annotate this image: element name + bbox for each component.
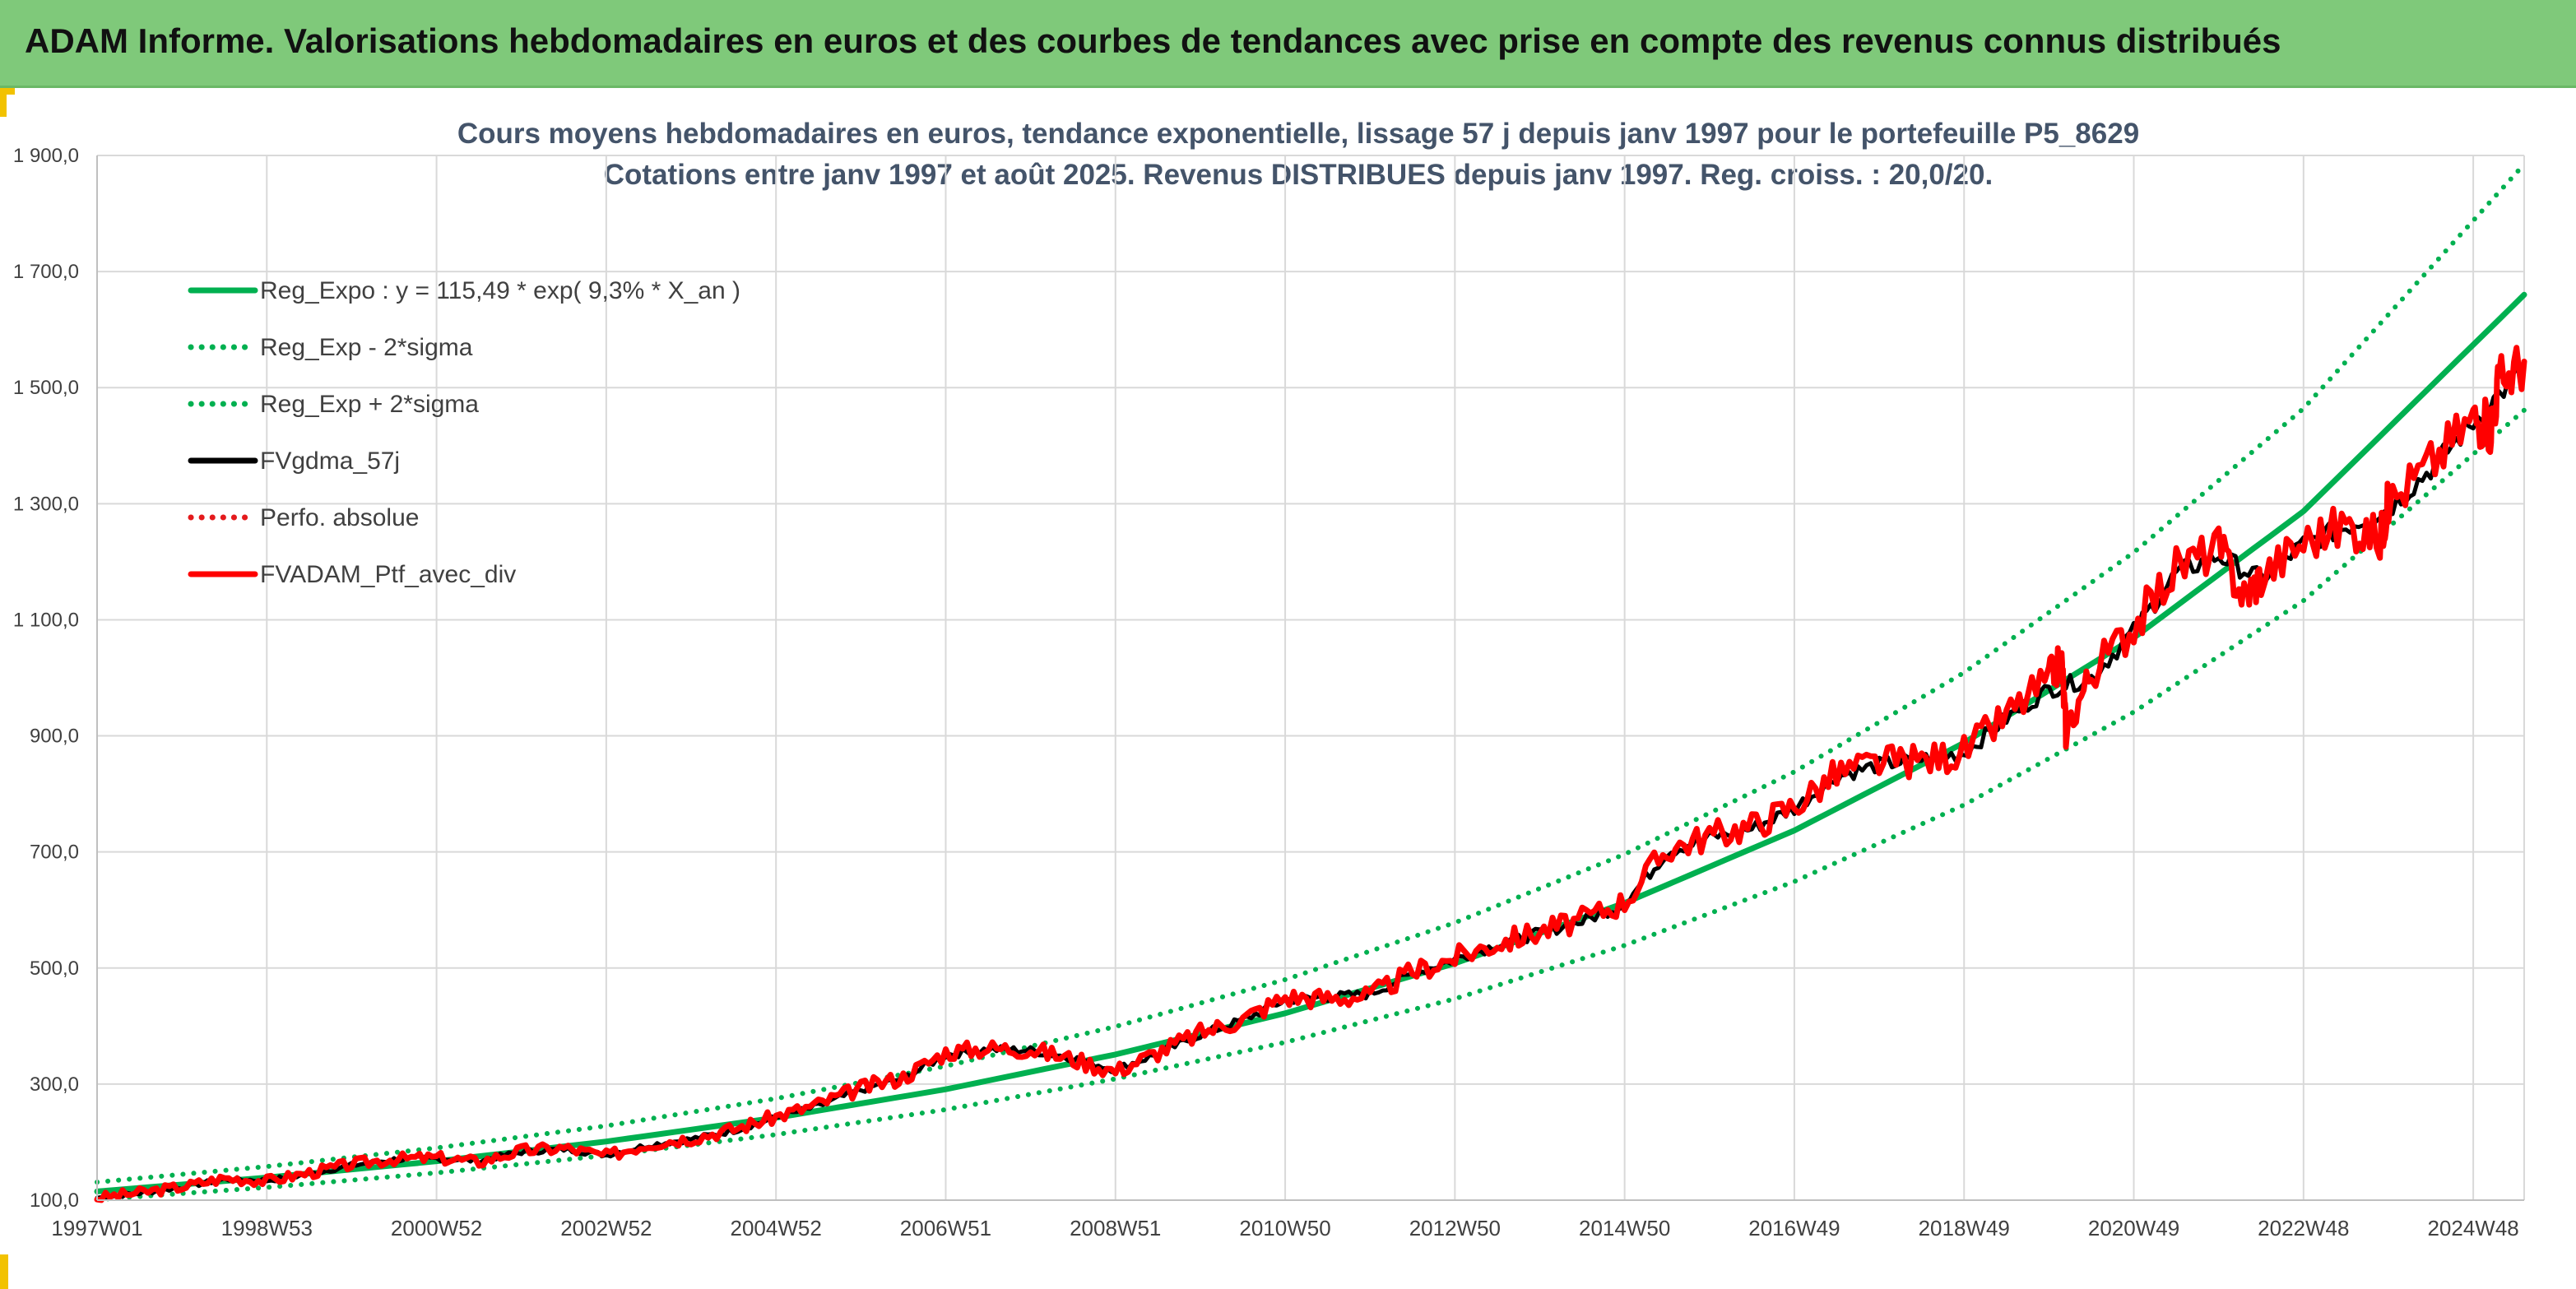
chart-svg: Cours moyens hebdomadaires en euros, ten… — [13, 118, 2527, 1240]
y-tick-label: 500,0 — [30, 957, 79, 980]
x-tick-label: 2006W51 — [900, 1216, 991, 1240]
series-reg-exp-minus-2sigma — [95, 407, 2527, 1203]
legend: Reg_Expo : y = 115,49 * exp( 9,3% * X_an… — [188, 277, 740, 588]
x-tick-label: 2022W48 — [2258, 1216, 2349, 1240]
x-tick-label: 2016W49 — [1748, 1216, 1840, 1240]
series-fvgdma-57j — [95, 361, 2527, 1201]
x-tick-label: 2000W52 — [391, 1216, 482, 1240]
chart-area: Cours moyens hebdomadaires en euros, ten… — [0, 88, 2576, 1289]
axis-layer: 1 900,0 1 700,0 1 500,0 1 300,0 1 100,0 900,0… — [13, 145, 2524, 1240]
y-tick-label: 900,0 — [30, 726, 79, 748]
x-tick-label: 2004W52 — [731, 1216, 822, 1240]
accent-side-left — [0, 88, 7, 117]
series-layer — [94, 161, 2527, 1203]
x-tick-label: 2018W49 — [1919, 1216, 2010, 1240]
accent-bottom-left — [0, 1254, 8, 1289]
y-tick-label: 1 700,0 — [13, 261, 79, 283]
x-tick-label: 2010W50 — [1239, 1216, 1330, 1240]
y-tick-label: 1 900,0 — [13, 145, 79, 167]
legend-label-fvgdma-57j: FVgdma_57j — [260, 447, 400, 475]
grid-layer — [96, 155, 2525, 1201]
y-tick-label: 1 500,0 — [13, 377, 79, 399]
legend-label-fvadam-ptf-avec-div: FVADAM_Ptf_avec_div — [260, 561, 516, 588]
x-tick-label: 2024W48 — [2427, 1216, 2518, 1240]
series-fvadam-ptf-avec-div — [94, 345, 2527, 1203]
y-tick-label: 100,0 — [30, 1189, 79, 1212]
x-tick-label: 2012W50 — [1409, 1216, 1501, 1240]
y-tick-label: 1 300,0 — [13, 493, 79, 515]
banner-title: ADAM Informe. Valorisations hebdomadaire… — [25, 21, 2281, 60]
x-tick-label: 2008W51 — [1070, 1216, 1161, 1240]
legend-label-reg-exp-minus-2sigma: Reg_Exp - 2*sigma — [260, 334, 473, 361]
y-tick-label: 700,0 — [30, 842, 79, 864]
chart-subtitle: Cotations entre janv 1997 et août 2025. … — [604, 159, 1993, 191]
series-reg-expo — [94, 291, 2527, 1194]
x-tick-label: 2020W49 — [2088, 1216, 2179, 1240]
y-tick-label: 1 100,0 — [13, 609, 79, 631]
x-tick-label: 2002W52 — [560, 1216, 652, 1240]
legend-label-reg-exp-plus-2sigma: Reg_Exp + 2*sigma — [260, 391, 479, 418]
legend-label-reg-expo: Reg_Expo : y = 115,49 * exp( 9,3% * X_an… — [260, 277, 740, 304]
banner: ADAM Informe. Valorisations hebdomadaire… — [0, 0, 2576, 88]
series-reg-exp-plus-2sigma — [95, 161, 2527, 1185]
accent-top-left — [0, 88, 15, 95]
x-tick-label: 1997W01 — [51, 1216, 142, 1240]
chart-title: Cours moyens hebdomadaires en euros, ten… — [457, 118, 2139, 150]
x-tick-label: 2014W50 — [1579, 1216, 1670, 1240]
x-tick-label: 1998W53 — [221, 1216, 313, 1240]
legend-label-perfo-absolue: Perfo. absolue — [260, 504, 419, 531]
y-tick-label: 300,0 — [30, 1073, 79, 1096]
